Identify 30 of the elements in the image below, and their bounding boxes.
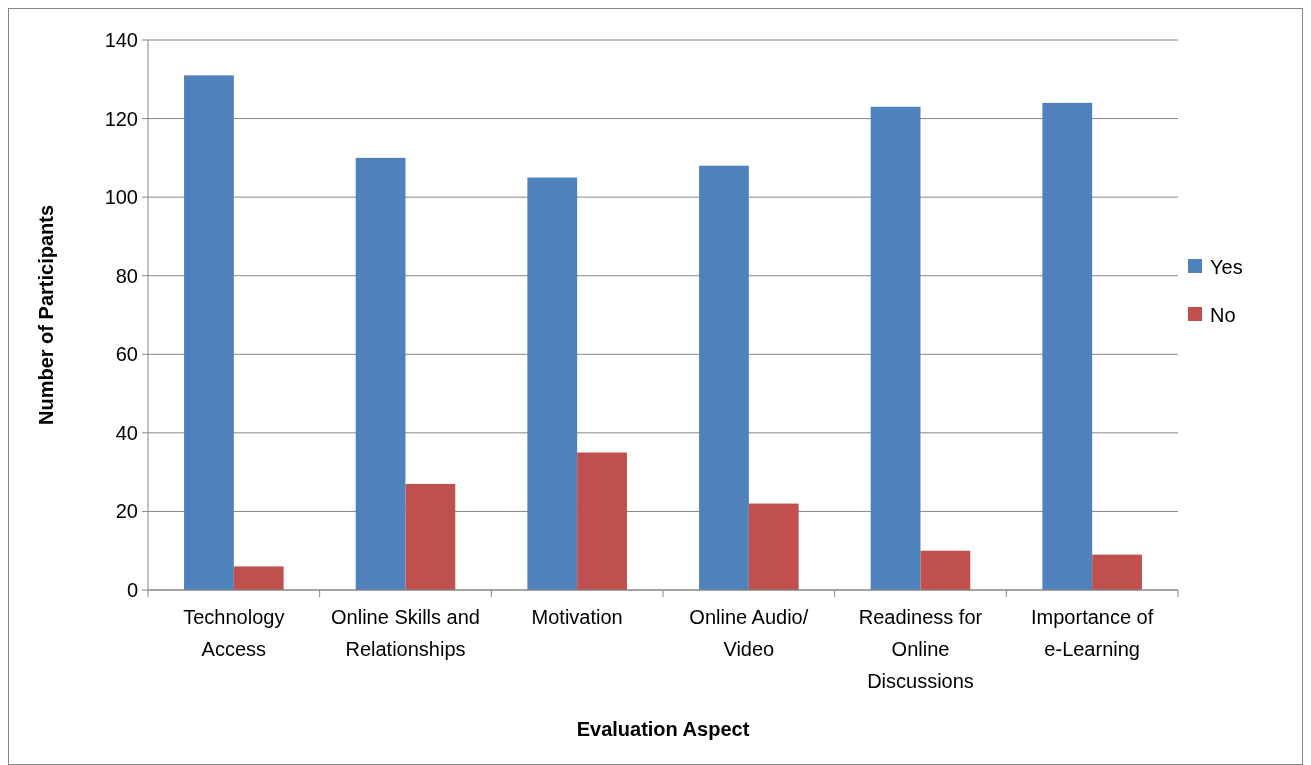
y-tick-label: 120 — [104, 107, 138, 130]
x-tick-label: Readiness for Online Discussions — [858, 606, 983, 692]
x-tick-label: Motivation — [531, 606, 623, 628]
y-tick-label: 140 — [104, 29, 138, 51]
bar — [233, 566, 284, 590]
x-tick-label: Technology Access — [183, 606, 285, 660]
bar — [405, 483, 456, 590]
bar — [699, 165, 749, 590]
bar — [527, 177, 578, 590]
y-tick-label: 0 — [126, 579, 138, 601]
y-axis-title: Number of Participants — [35, 204, 57, 426]
y-tick-label: 60 — [115, 343, 138, 366]
x-tick-label: Online Audio/ Video — [689, 606, 809, 660]
bar — [184, 75, 234, 590]
x-axis-title: Evaluation Aspect — [576, 718, 750, 740]
legend-label: Yes — [1210, 256, 1243, 278]
legend-label: No — [1210, 304, 1236, 326]
bar — [1042, 102, 1093, 590]
y-tick-label: 20 — [115, 500, 138, 523]
bar — [920, 550, 971, 590]
x-tick-label: Online Skills and Relationships — [331, 606, 480, 660]
bar — [1092, 554, 1142, 590]
x-tick-label: Importance of e-Learning — [1031, 606, 1154, 660]
y-tick-label: 80 — [115, 264, 138, 287]
y-tick-label: 100 — [104, 186, 138, 209]
bar — [577, 452, 627, 590]
bar — [355, 157, 406, 590]
bar — [748, 503, 799, 590]
bar — [870, 106, 921, 590]
y-tick-label: 40 — [115, 421, 138, 444]
